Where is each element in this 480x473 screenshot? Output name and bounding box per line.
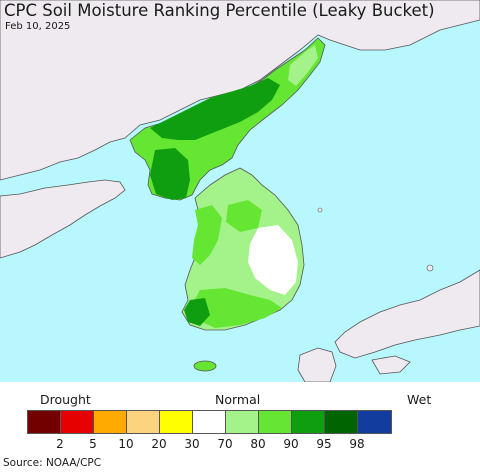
sk-south-green [192, 288, 282, 328]
small-island [317, 207, 323, 213]
source-credit: Source: NOAA/CPC [3, 457, 102, 469]
legend-tick-label: 30 [184, 437, 200, 451]
sk-southwest-dark [184, 298, 210, 326]
legend-wet-label: Wet [407, 392, 432, 407]
legend-swatch [292, 411, 325, 433]
legend-swatch [61, 411, 94, 433]
map-title: CPC Soil Moisture Ranking Percentile (Le… [4, 1, 435, 20]
sk-west-green [192, 205, 222, 265]
japan-honshu [334, 269, 480, 359]
legend-tick-label: 80 [250, 437, 266, 451]
legend-ticks: 2 5 10 20 30 70 80 90 95 98 [0, 437, 480, 453]
legend-tick-label: 5 [89, 437, 97, 451]
legend-swatch [127, 411, 160, 433]
legend-tick-label: 10 [118, 437, 134, 451]
legend-tick-label: 20 [151, 437, 167, 451]
nk-northeast-light [288, 45, 318, 86]
legend-normal-label: Normal [215, 392, 261, 407]
small-island [426, 264, 434, 272]
japan-kyushu [297, 347, 337, 382]
legend-tick-label: 90 [283, 437, 299, 451]
legend-swatch [358, 411, 391, 433]
legend-color-bar [27, 410, 392, 434]
legend-drought-label: Drought [40, 392, 91, 407]
legend-swatch [94, 411, 127, 433]
sk-central-green [226, 200, 262, 232]
soil-moisture-map [0, 0, 480, 382]
legend-swatch [193, 411, 226, 433]
jeju-island [193, 360, 217, 372]
legend-swatch [28, 411, 61, 433]
nk-dark-region [150, 78, 280, 140]
shandong-peninsula [0, 179, 126, 259]
legend-swatch [259, 411, 292, 433]
legend-swatch [325, 411, 358, 433]
legend-tick-label: 2 [56, 437, 64, 451]
nk-west-dark [150, 148, 190, 200]
legend-tick-label: 98 [349, 437, 365, 451]
legend-swatch [160, 411, 193, 433]
map-area: CPC Soil Moisture Ranking Percentile (Le… [0, 0, 480, 382]
legend-tick-label: 70 [217, 437, 233, 451]
sk-normal-region [248, 225, 298, 295]
japan-shikoku [371, 355, 411, 375]
legend-tick-label: 95 [316, 437, 332, 451]
legend-swatch [226, 411, 259, 433]
map-date: Feb 10, 2025 [5, 21, 71, 32]
